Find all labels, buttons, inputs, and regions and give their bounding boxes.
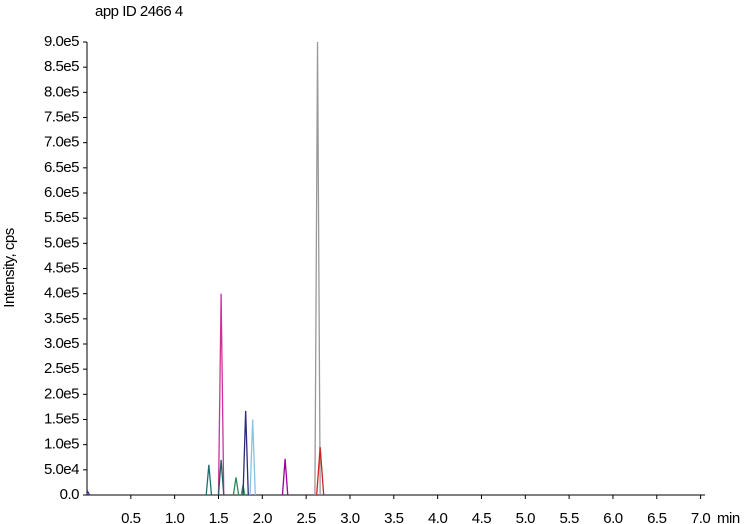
y-tick-label: 1.5e5 bbox=[44, 410, 79, 427]
y-tick-label: 3.5e5 bbox=[44, 310, 79, 327]
y-tick-label: 5.0e5 bbox=[44, 234, 79, 251]
y-tick-label: 6.5e5 bbox=[44, 159, 79, 176]
y-tick-label: 8.5e5 bbox=[44, 58, 79, 75]
peak-line bbox=[217, 459, 225, 496]
y-axis-label: Intensity, cps bbox=[1, 228, 18, 307]
peak-line bbox=[314, 41, 321, 496]
x-tick-label: 1.5 bbox=[209, 510, 229, 524]
y-tick-label: 9.0e5 bbox=[44, 33, 79, 50]
y-tick-label: 8.0e5 bbox=[44, 83, 79, 100]
y-tick-label: 4.5e5 bbox=[44, 259, 79, 276]
x-tick-label: 7.0 bbox=[691, 510, 711, 524]
peak-line bbox=[242, 410, 249, 496]
peak-line bbox=[249, 419, 256, 496]
y-tick-label: 3.0e5 bbox=[44, 335, 79, 352]
peak-line bbox=[86, 489, 91, 496]
y-tick-label: 7.0e5 bbox=[44, 134, 79, 151]
peak-line bbox=[281, 458, 289, 496]
x-tick-label: 2.0 bbox=[253, 510, 273, 524]
x-tick-label: 3.0 bbox=[340, 510, 360, 524]
chart-title: app ID 2466 4 bbox=[95, 3, 183, 20]
x-tick-label: 4.0 bbox=[428, 510, 448, 524]
y-tick-label: 0.0 bbox=[60, 486, 80, 503]
x-tick-label: 3.5 bbox=[384, 510, 404, 524]
x-tick-label: 5.5 bbox=[559, 510, 579, 524]
x-axis-label: min bbox=[717, 510, 740, 524]
y-tick-label: 2.0e5 bbox=[44, 385, 79, 402]
peak-line bbox=[316, 447, 325, 496]
peak-line bbox=[232, 477, 240, 496]
x-tick-label: 4.5 bbox=[472, 510, 492, 524]
x-tick-label: 1.0 bbox=[165, 510, 185, 524]
peak-line bbox=[217, 293, 225, 496]
x-tick-label: 0.5 bbox=[121, 510, 141, 524]
y-tick-label: 5.0e4 bbox=[44, 461, 79, 478]
x-tick-label: 6.0 bbox=[603, 510, 623, 524]
y-tick-label: 6.0e5 bbox=[44, 184, 79, 201]
y-tick-label: 2.5e5 bbox=[44, 360, 79, 377]
peak-line bbox=[205, 464, 213, 496]
x-tick-label: 5.0 bbox=[516, 510, 536, 524]
x-tick-label: 6.5 bbox=[647, 510, 667, 524]
y-tick-label: 7.5e5 bbox=[44, 108, 79, 125]
y-tick-label: 1.0e5 bbox=[44, 436, 79, 453]
x-tick-label: 2.5 bbox=[296, 510, 316, 524]
y-tick-label: 4.0e5 bbox=[44, 285, 79, 302]
y-tick-label: 5.5e5 bbox=[44, 209, 79, 226]
